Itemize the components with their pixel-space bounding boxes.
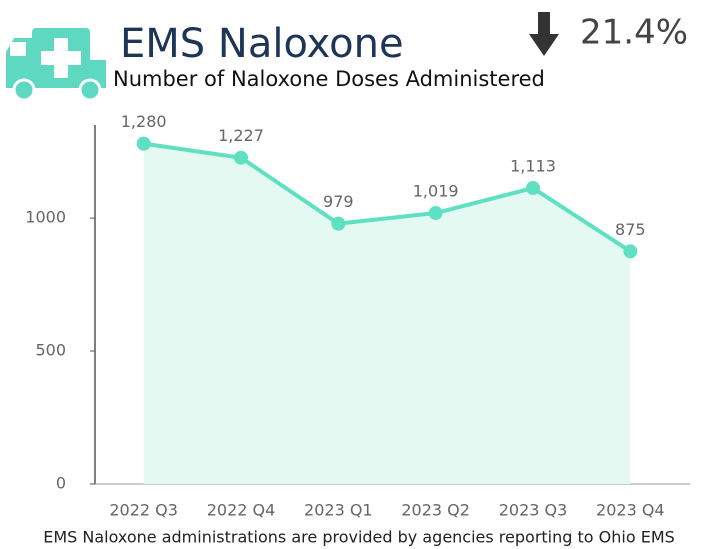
y-tick-label: 1000 xyxy=(25,208,66,227)
x-tick-label: 2022 Q3 xyxy=(109,501,178,520)
x-tick-label: 2023 Q1 xyxy=(304,501,373,520)
point xyxy=(623,244,638,259)
down-arrow xyxy=(529,12,559,56)
value-label: 1,113 xyxy=(510,157,556,176)
change-value: 21.4% xyxy=(580,13,688,53)
y-tick-label: 500 xyxy=(35,341,66,360)
ambulance-icon xyxy=(6,28,106,102)
x-tick-label: 2022 Q4 xyxy=(207,501,276,520)
x-tick-label: 2023 Q2 xyxy=(401,501,470,520)
x-tick-label: 2023 Q3 xyxy=(499,501,568,520)
point xyxy=(526,181,540,196)
value-label: 979 xyxy=(323,192,354,211)
value-label: 1,227 xyxy=(218,126,264,145)
line xyxy=(143,141,632,253)
value-label: 1,019 xyxy=(413,182,459,201)
y-tick-label: 0 xyxy=(56,474,66,493)
point xyxy=(428,206,443,221)
area xyxy=(143,143,631,485)
value-label: 875 xyxy=(615,220,646,239)
point xyxy=(234,150,248,165)
footnote: EMS Naloxone administrations are provide… xyxy=(43,528,675,547)
chart-title: EMS Naloxone xyxy=(120,21,404,67)
point xyxy=(331,216,346,231)
x-tick-label: 2023 Q4 xyxy=(596,501,665,520)
chart-subtitle: Number of Naloxone Doses Administered xyxy=(113,67,545,91)
point xyxy=(136,136,151,151)
value-label: 1,280 xyxy=(121,112,167,131)
